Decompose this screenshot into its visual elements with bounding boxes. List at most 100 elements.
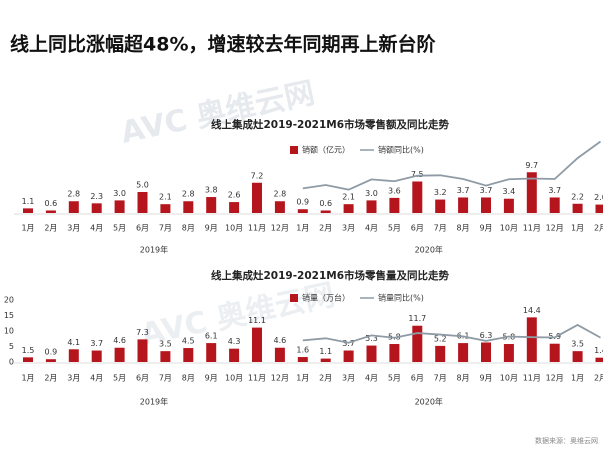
value-label: 2.8 — [182, 190, 195, 199]
bar — [595, 357, 603, 362]
bar — [91, 350, 102, 362]
x-tick-label: 7月 — [434, 224, 447, 233]
x-tick-label: 6月 — [411, 374, 424, 383]
x-tick-label: 7月 — [434, 374, 447, 383]
x-tick-label: 2月 — [594, 374, 603, 383]
x-tick-label: 2月 — [44, 374, 57, 383]
x-tick-label: 11月 — [248, 374, 266, 383]
x-tick-label: 1月 — [571, 224, 584, 233]
value-label: 3.5 — [571, 340, 584, 349]
value-label: 3.0 — [113, 189, 126, 198]
bar — [114, 347, 125, 362]
yoy-line — [302, 323, 601, 344]
bar — [91, 203, 102, 213]
x-tick-label: 1月 — [296, 224, 309, 233]
x-tick-label: 2月 — [44, 224, 57, 233]
x-tick-label: 3月 — [342, 374, 355, 383]
y-tick-label: 10 — [4, 327, 14, 336]
x-tick-label: 6月 — [411, 224, 424, 233]
bar — [137, 192, 148, 213]
bar — [252, 182, 262, 213]
bar — [229, 348, 240, 362]
year-label: 2019年 — [140, 245, 168, 255]
bar — [503, 344, 514, 362]
x-tick-label: 12月 — [546, 374, 564, 383]
value-label: 4.5 — [182, 337, 195, 346]
bar — [160, 351, 171, 362]
value-label: 7.5 — [411, 170, 424, 179]
x-tick-label: 3月 — [67, 374, 80, 383]
value-label: 1.1 — [319, 347, 332, 356]
y-tick-label: 0 — [9, 358, 14, 367]
value-label: 0.9 — [296, 198, 309, 207]
value-label: 4.1 — [67, 338, 80, 347]
x-tick-label: 4月 — [365, 224, 378, 233]
legend-swatch — [290, 294, 298, 302]
value-label: 2.2 — [571, 192, 584, 201]
legend-label: 销量（万台） — [302, 293, 350, 303]
x-tick-label: 10月 — [225, 374, 243, 383]
chart-title: 线上集成灶2019-2021M6市场零售量及同比走势 — [211, 269, 450, 282]
bar — [481, 197, 491, 213]
x-tick-label: 9月 — [479, 374, 492, 383]
year-label: 2019年 — [140, 397, 168, 407]
legend-label: 销额同比(%) — [378, 145, 424, 155]
x-tick-label: 8月 — [182, 374, 195, 383]
x-tick-label: 9月 — [479, 224, 492, 233]
value-label: 1.5 — [22, 346, 35, 355]
value-label: 1.4 — [594, 346, 603, 355]
value-label: 0.9 — [45, 348, 58, 357]
bar — [481, 342, 491, 362]
value-label: 2.3 — [90, 192, 103, 201]
bar — [549, 343, 560, 362]
bar — [549, 197, 560, 213]
bar — [23, 357, 33, 362]
x-tick-label: 10月 — [500, 224, 518, 233]
y-tick-label: 5 — [9, 342, 14, 351]
x-tick-label: 2月 — [319, 224, 332, 233]
x-tick-label: 3月 — [342, 224, 355, 233]
chart-title: 线上集成灶2019-2021M6市场零售额及同比走势 — [211, 118, 450, 131]
legend-swatch — [290, 146, 298, 154]
bar — [572, 203, 583, 213]
year-label: 2020年 — [415, 245, 443, 255]
x-tick-label: 4月 — [365, 374, 378, 383]
x-tick-label: 6月 — [136, 224, 149, 233]
y-tick-label: 20 — [4, 296, 14, 305]
value-label: 11.1 — [248, 316, 266, 325]
value-label: 7.3 — [136, 328, 149, 337]
value-label: 14.4 — [523, 306, 541, 315]
bar — [595, 204, 603, 213]
bar — [343, 204, 354, 213]
value-label: 1.1 — [22, 197, 35, 206]
value-label: 5.3 — [365, 334, 378, 343]
value-label: 1.6 — [296, 346, 309, 355]
value-label: 11.7 — [408, 314, 426, 323]
x-tick-label: 10月 — [225, 224, 243, 233]
bar — [366, 345, 377, 362]
x-tick-label: 8月 — [182, 224, 195, 233]
bar — [68, 349, 79, 362]
bar — [274, 347, 285, 362]
bar — [183, 201, 194, 213]
value-label: 3.0 — [365, 189, 378, 198]
x-tick-label: 5月 — [113, 224, 126, 233]
x-tick-label: 9月 — [205, 224, 218, 233]
value-label: 5.0 — [136, 181, 149, 190]
value-label: 0.6 — [319, 199, 332, 208]
y-tick-label: 15 — [4, 311, 14, 320]
x-tick-label: 11月 — [523, 374, 541, 383]
x-tick-label: 5月 — [113, 374, 126, 383]
bar — [114, 200, 125, 213]
x-tick-label: 10月 — [500, 374, 518, 383]
bar — [366, 200, 377, 213]
bar — [412, 325, 423, 362]
value-label: 3.6 — [388, 186, 401, 195]
bar — [412, 181, 423, 213]
value-label: 2.1 — [159, 193, 172, 202]
x-tick-label: 5月 — [388, 374, 401, 383]
value-label: 9.7 — [525, 161, 538, 170]
headline: 线上同比涨幅超48%，增速较去年同期再上新台阶 — [10, 33, 436, 56]
watermark: AVC 奥维云网 — [118, 76, 318, 151]
